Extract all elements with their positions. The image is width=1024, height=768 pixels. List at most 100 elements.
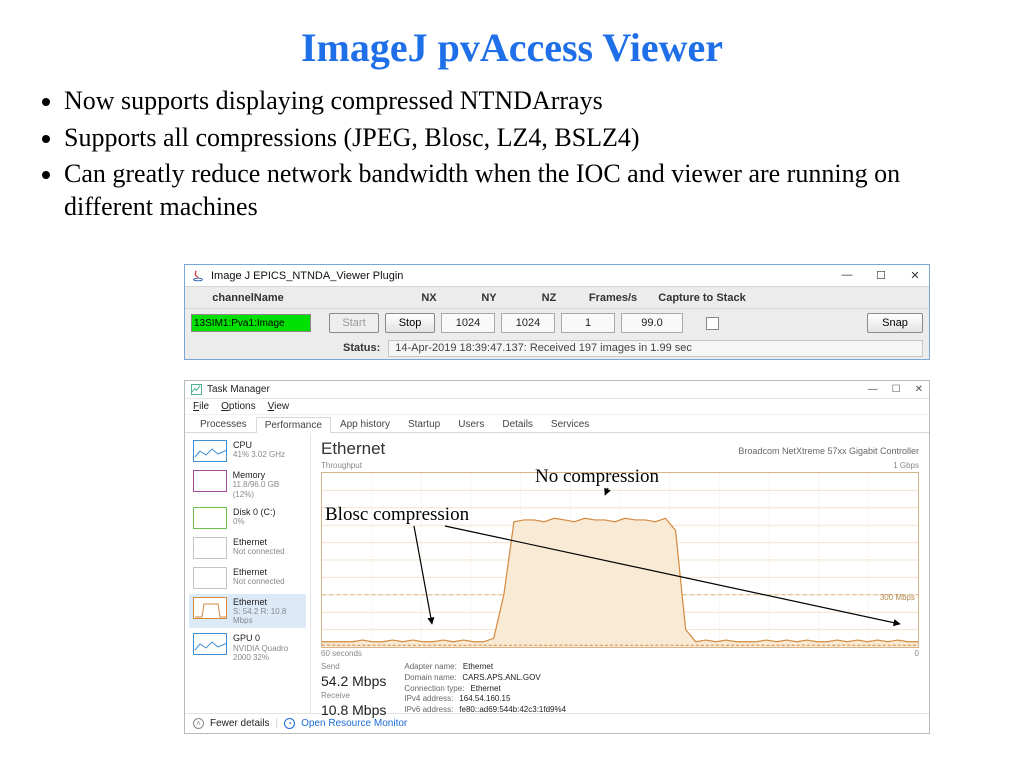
sidebar-item-name: Memory [233,470,302,480]
tm-titlebar: Task Manager — ☐ ✕ [185,381,929,399]
imagej-plugin-window: Image J EPICS_NTNDA_Viewer Plugin — ☐ ✕ … [184,264,930,360]
sidebar-item-sub: 11.8/96.0 GB (12%) [233,480,302,498]
tab-performance[interactable]: Performance [256,417,331,433]
capture-checkbox[interactable] [706,317,719,330]
tab-app-history[interactable]: App history [331,416,399,432]
sidebar-thumb [193,597,227,619]
sidebar-item-disk-0-c-[interactable]: Disk 0 (C:)0% [189,504,306,532]
close-icon[interactable]: ✕ [907,269,923,282]
close-icon[interactable]: ✕ [915,384,923,395]
sidebar-item-ethernet[interactable]: EthernetNot connected [189,564,306,592]
menu-view[interactable]: View [268,401,290,412]
sidebar-item-sub: Not connected [233,577,285,586]
sidebar-item-ethernet[interactable]: EthernetS: 54.2 R: 10.8 Mbps [189,594,306,629]
sidebar-thumb [193,440,227,462]
sidebar-item-sub: 0% [233,517,276,526]
throughput-chart: 300 Mbps [321,472,919,648]
send-value: 54.2 Mbps [321,672,386,690]
imagej-titlebar: Image J EPICS_NTNDA_Viewer Plugin — ☐ ✕ [185,265,929,287]
stat-row: Adapter name:Ethernet [404,662,566,673]
tm-sidebar: CPU41% 3.02 GHzMemory11.8/96.0 GB (12%)D… [185,433,311,713]
channel-name-field[interactable]: 13SIM1:Pva1:Image [191,314,311,332]
sidebar-item-sub: NVIDIA Quadro 2000 32% [233,644,302,662]
sidebar-thumb [193,507,227,529]
task-manager-icon [191,384,202,395]
tm-tabs: ProcessesPerformanceApp historyStartupUs… [185,415,929,433]
bullet-list: Now supports displaying compressed NTNDA… [64,85,984,223]
bullet-item: Now supports displaying compressed NTNDA… [64,85,984,118]
tab-details[interactable]: Details [493,416,542,432]
tm-menubar: File Options View [185,399,929,415]
maximize-icon[interactable]: ☐ [873,269,889,282]
header-fps: Frames/s [579,292,647,304]
dash-label: 300 Mbps [880,593,915,602]
stat-row: IPv4 address:164.54.160.15 [404,694,566,705]
fewer-details-link[interactable]: Fewer details [210,718,269,729]
ymax-label: 1 Gbps [893,461,919,470]
tm-stats: Send 54.2 Mbps Receive 10.8 Mbps Adapter… [321,662,919,719]
sidebar-item-name: Ethernet [233,537,285,547]
tab-processes[interactable]: Processes [191,416,256,432]
header-nz: NZ [519,292,579,304]
throughput-label: Throughput [321,461,362,470]
sidebar-item-name: Ethernet [233,567,285,577]
stat-row: IPv6 address:fe80::ad69:544b:42c3:1fd9%4 [404,705,566,716]
status-text: 14-Apr-2019 18:39:47.137: Received 197 i… [388,340,923,357]
xaxis-right: 0 [915,649,919,658]
tab-users[interactable]: Users [449,416,493,432]
annotation-blosc-compression: Blosc compression [325,504,469,526]
snap-button[interactable]: Snap [867,313,923,333]
sidebar-thumb [193,633,227,655]
maximize-icon[interactable]: ☐ [892,384,901,395]
header-ny: NY [459,292,519,304]
sidebar-item-gpu-0[interactable]: GPU 0NVIDIA Quadro 2000 32% [189,630,306,665]
sidebar-item-name: GPU 0 [233,633,302,643]
menu-file[interactable]: File [193,401,209,412]
task-manager-window: Task Manager — ☐ ✕ File Options View Pro… [184,380,930,734]
xaxis-left: 60 seconds [321,649,362,658]
header-capture: Capture to Stack [647,292,757,304]
nz-value: 1 [561,313,615,333]
sidebar-item-ethernet[interactable]: EthernetNot connected [189,534,306,562]
recv-value: 10.8 Mbps [321,701,386,719]
header-channel: channelName [185,292,311,304]
tab-services[interactable]: Services [542,416,598,432]
recv-label: Receive [321,691,386,701]
sidebar-item-memory[interactable]: Memory11.8/96.0 GB (12%) [189,467,306,502]
sidebar-item-sub: Not connected [233,547,285,556]
stat-row: Connection type:Ethernet [404,684,566,695]
sidebar-item-sub: 41% 3.02 GHz [233,450,285,459]
sidebar-thumb [193,537,227,559]
sidebar-item-name: CPU [233,440,285,450]
sidebar-item-sub: S: 54.2 R: 10.8 Mbps [233,607,302,625]
java-icon [191,269,205,283]
bullet-item: Can greatly reduce network bandwidth whe… [64,158,984,223]
fps-value: 99.0 [621,313,683,333]
bullet-item: Supports all compressions (JPEG, Blosc, … [64,122,984,155]
header-nx: NX [399,292,459,304]
sidebar-item-name: Ethernet [233,597,302,607]
stop-button[interactable]: Stop [385,313,435,333]
send-label: Send [321,662,386,672]
start-button[interactable]: Start [329,313,379,333]
sidebar-thumb [193,567,227,589]
tm-window-title: Task Manager [207,384,868,395]
adapter-name: Broadcom NetXtreme 57xx Gigabit Controll… [738,446,919,456]
stat-row: Domain name:CARS.APS.ANL.GOV [404,673,566,684]
chevron-up-icon[interactable]: ˄ [193,718,204,729]
minimize-icon[interactable]: — [868,384,878,395]
ny-value: 1024 [501,313,555,333]
minimize-icon[interactable]: — [839,269,855,282]
status-label: Status: [343,342,380,354]
imagej-window-title: Image J EPICS_NTNDA_Viewer Plugin [211,270,839,282]
sidebar-item-cpu[interactable]: CPU41% 3.02 GHz [189,437,306,465]
open-resource-monitor-link[interactable]: Open Resource Monitor [301,718,407,729]
resource-monitor-icon[interactable]: ◔ [284,718,295,729]
sidebar-thumb [193,470,227,492]
sidebar-item-name: Disk 0 (C:) [233,507,276,517]
slide-title: ImageJ pvAccess Viewer [0,0,1024,85]
tab-startup[interactable]: Startup [399,416,449,432]
menu-options[interactable]: Options [221,401,255,412]
tm-metric-title: Ethernet [321,439,385,459]
nx-value: 1024 [441,313,495,333]
